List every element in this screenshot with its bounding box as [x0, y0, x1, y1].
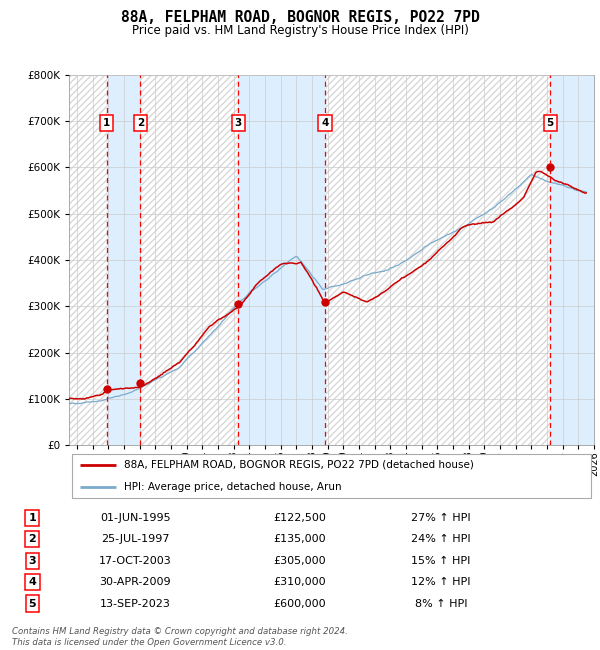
Text: £600,000: £600,000	[274, 599, 326, 608]
Bar	[238, 75, 325, 445]
Text: HPI: Average price, detached house, Arun: HPI: Average price, detached house, Arun	[124, 482, 342, 492]
Text: 4: 4	[29, 577, 37, 587]
Text: 12% ↑ HPI: 12% ↑ HPI	[412, 577, 471, 587]
Text: 30-APR-2009: 30-APR-2009	[100, 577, 171, 587]
Text: 1: 1	[103, 118, 110, 128]
Text: 1: 1	[29, 513, 37, 523]
Text: 24% ↑ HPI: 24% ↑ HPI	[412, 534, 471, 544]
Text: Contains HM Land Registry data © Crown copyright and database right 2024.
This d: Contains HM Land Registry data © Crown c…	[12, 627, 348, 647]
Text: 88A, FELPHAM ROAD, BOGNOR REGIS, PO22 7PD: 88A, FELPHAM ROAD, BOGNOR REGIS, PO22 7P…	[121, 10, 479, 25]
Text: 15% ↑ HPI: 15% ↑ HPI	[412, 556, 471, 566]
Text: 5: 5	[547, 118, 554, 128]
Text: 5: 5	[29, 599, 36, 608]
Text: 17-OCT-2003: 17-OCT-2003	[99, 556, 172, 566]
Bar	[550, 75, 594, 445]
Text: 01-JUN-1995: 01-JUN-1995	[100, 513, 170, 523]
Text: £310,000: £310,000	[274, 577, 326, 587]
Text: 88A, FELPHAM ROAD, BOGNOR REGIS, PO22 7PD (detached house): 88A, FELPHAM ROAD, BOGNOR REGIS, PO22 7P…	[124, 460, 474, 470]
Text: 25-JUL-1997: 25-JUL-1997	[101, 534, 170, 544]
Text: £135,000: £135,000	[274, 534, 326, 544]
Text: 27% ↑ HPI: 27% ↑ HPI	[412, 513, 471, 523]
Text: 8% ↑ HPI: 8% ↑ HPI	[415, 599, 467, 608]
Text: 13-SEP-2023: 13-SEP-2023	[100, 599, 171, 608]
Text: 2: 2	[137, 118, 144, 128]
Text: 3: 3	[235, 118, 242, 128]
Text: 4: 4	[321, 118, 329, 128]
Bar	[107, 75, 140, 445]
Text: Price paid vs. HM Land Registry's House Price Index (HPI): Price paid vs. HM Land Registry's House …	[131, 24, 469, 37]
Text: 3: 3	[29, 556, 36, 566]
Text: £122,500: £122,500	[274, 513, 326, 523]
FancyBboxPatch shape	[71, 454, 592, 498]
Text: 2: 2	[29, 534, 37, 544]
Text: £305,000: £305,000	[274, 556, 326, 566]
